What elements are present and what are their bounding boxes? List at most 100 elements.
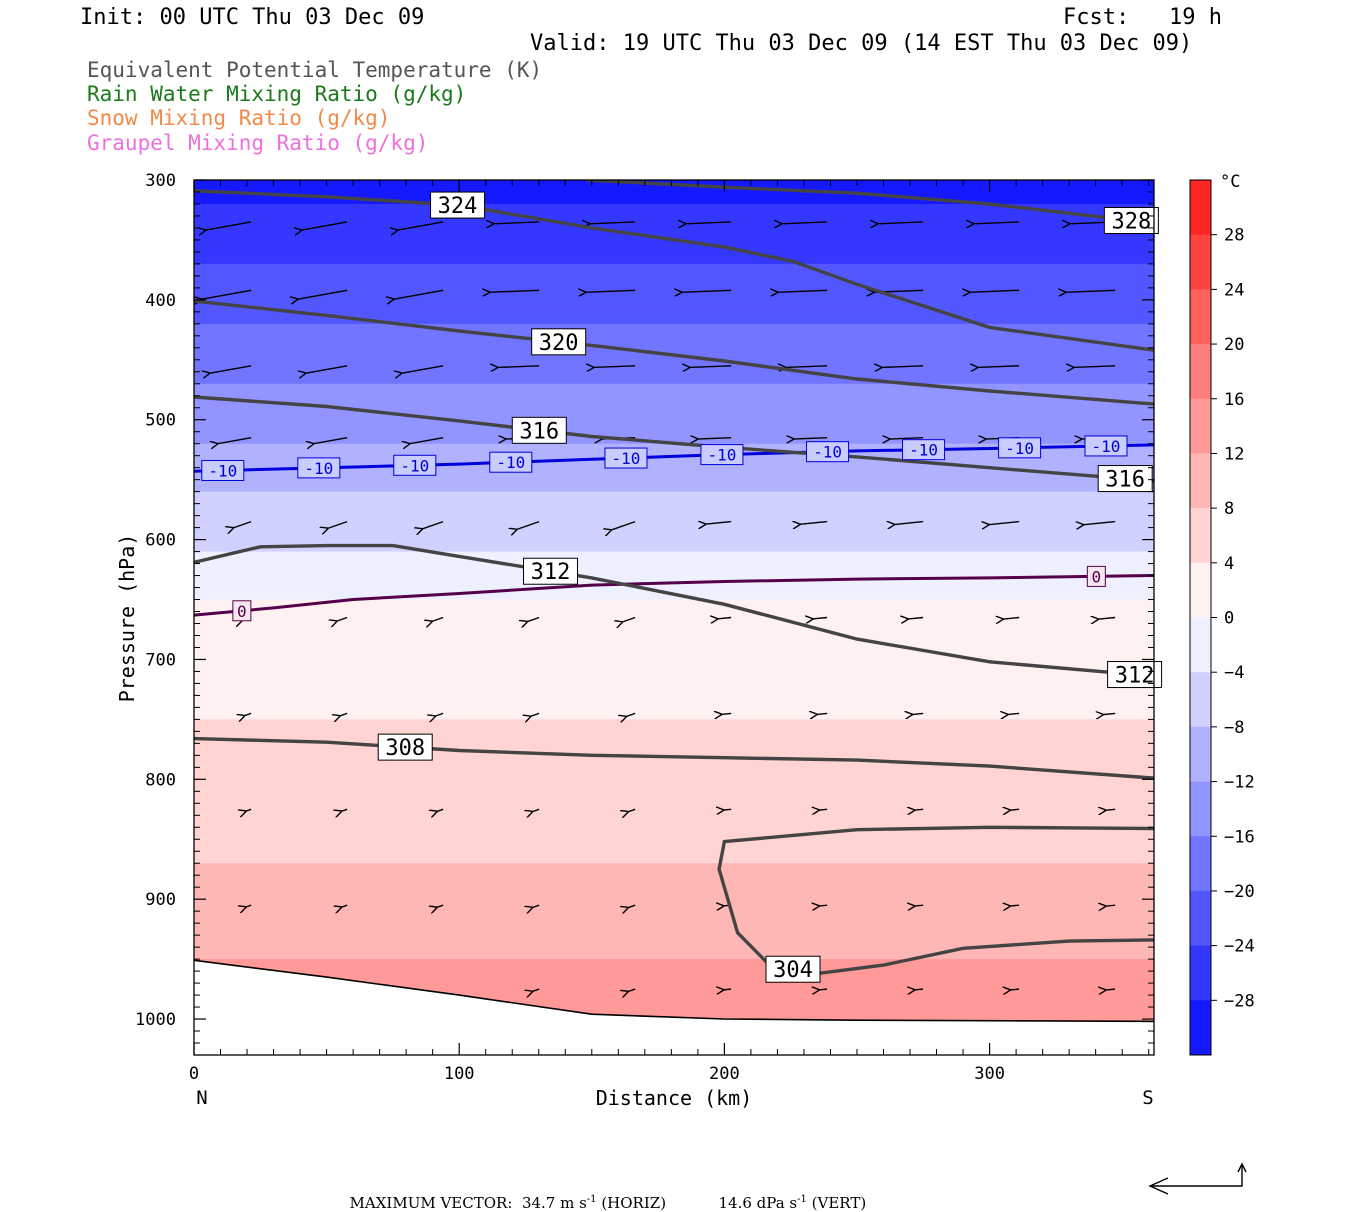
x-tick-label: 300 <box>974 1064 1005 1084</box>
temperature-band <box>194 503 1154 517</box>
temperature-band <box>194 887 1154 900</box>
wind-vector <box>516 520 540 530</box>
temperature-band <box>194 695 1154 708</box>
wind-vector <box>819 905 828 906</box>
isotherm-label: 0 <box>237 602 247 621</box>
temperature-band <box>194 971 1154 984</box>
theta-e-label-box <box>765 955 821 983</box>
isotherm-label: -10 <box>400 456 429 475</box>
temperature-band <box>194 755 1154 768</box>
isotherm-label: -10 <box>208 461 237 480</box>
temperature-band <box>194 815 1154 828</box>
theta-e-label-box <box>430 191 486 219</box>
wind-vector <box>889 438 924 439</box>
theta-e-contour <box>194 395 1154 483</box>
wind-vector <box>532 808 540 811</box>
x-tick-label: 0 <box>189 1064 199 1084</box>
temperature-band <box>194 215 1154 229</box>
isotherm-label-box <box>1086 565 1106 587</box>
y-tick-label: 400 <box>145 291 176 311</box>
wind-vector <box>301 221 348 230</box>
wind-vector <box>532 988 540 991</box>
temperature-band <box>194 335 1154 349</box>
isotherm-label-box <box>700 444 744 466</box>
temperature-band <box>194 779 1154 792</box>
wind-vector <box>205 221 252 230</box>
colorbar-label: 12 <box>1224 444 1244 464</box>
colorbar-swatch <box>1190 398 1211 454</box>
isotherm-label-box <box>604 447 648 469</box>
temperature-band <box>194 180 1154 193</box>
colorbar-label: 28 <box>1224 226 1244 246</box>
theta-e-label: 316 <box>519 419 559 444</box>
wind-vector <box>1010 989 1020 990</box>
temperature-band <box>194 767 1154 780</box>
wind-vector <box>244 712 252 715</box>
isotherm-label: -10 <box>496 453 525 472</box>
temperature-band <box>194 311 1154 325</box>
wind-vector <box>409 437 444 444</box>
wind-vector <box>969 290 1020 292</box>
wind-vector <box>297 289 348 299</box>
wind-vector <box>1073 366 1116 368</box>
isotherm-label: -10 <box>304 459 333 478</box>
colorbar-swatch <box>1190 726 1211 783</box>
wind-vector <box>973 222 1020 224</box>
wind-vector <box>721 713 732 714</box>
colorbar-swatch <box>1190 672 1211 728</box>
wind-vector <box>628 988 636 992</box>
theta-e-label-box <box>1103 207 1159 235</box>
theta-e-label: 304 <box>773 958 813 983</box>
theta-e-label: 312 <box>1115 664 1155 689</box>
x-end-label-south: S <box>1142 1087 1153 1109</box>
wind-vector <box>628 808 636 812</box>
wind-vector <box>781 222 828 224</box>
temperature-band <box>194 935 1154 948</box>
y-tick-label: 1000 <box>135 1010 176 1030</box>
temperature-band <box>194 359 1154 373</box>
theta-e-label: 312 <box>531 560 571 585</box>
isotherm-label-box <box>806 441 850 463</box>
isotherm-label: -10 <box>707 446 736 465</box>
wind-vector <box>1098 618 1116 620</box>
wind-vector <box>217 437 252 444</box>
isotherm-label-box <box>489 451 533 473</box>
forecast-hour: Fcst: 19 h <box>1063 5 1222 30</box>
wind-vector <box>723 809 732 810</box>
theta-e-label-box <box>523 557 579 585</box>
isotherm-label: -10 <box>1005 439 1034 458</box>
wind-vector <box>988 522 1020 525</box>
colorbar-swatch <box>1190 617 1211 673</box>
y-tick-label: 900 <box>145 890 176 910</box>
wind-vector <box>1007 713 1020 714</box>
isotherm-line <box>194 443 1154 473</box>
wind-vector <box>527 616 540 622</box>
colorbar-label: −8 <box>1224 718 1244 738</box>
wind-vector <box>393 289 444 299</box>
colorbar-label: 0 <box>1224 609 1234 629</box>
wind-vector <box>717 618 732 619</box>
x-tick-label: 100 <box>444 1064 475 1084</box>
wind-vector <box>437 808 444 811</box>
temperature-band <box>194 263 1154 277</box>
colorbar-label: 4 <box>1224 554 1234 574</box>
wind-vector <box>914 809 924 810</box>
wind-vector <box>530 712 540 716</box>
colorbar-swatch <box>1190 289 1211 345</box>
theta-e-contour <box>586 180 1154 225</box>
wind-vector <box>611 520 636 531</box>
theta-e-label: 320 <box>539 331 579 356</box>
wind-vector <box>877 222 924 224</box>
temperature-band <box>194 539 1154 553</box>
temperature-band <box>194 959 1154 972</box>
legend-rain-water: Rain Water Mixing Ratio (g/kg) <box>87 82 467 106</box>
wind-vector <box>912 713 924 714</box>
y-tick-label: 500 <box>145 411 176 431</box>
isotherm-label: -10 <box>1092 437 1121 456</box>
temperature-band <box>194 239 1154 253</box>
colorbar-swatch <box>1190 1000 1211 1056</box>
isotherm-label-box <box>998 437 1042 459</box>
wind-vector <box>1010 905 1020 906</box>
colorbar-swatch <box>1190 836 1211 892</box>
